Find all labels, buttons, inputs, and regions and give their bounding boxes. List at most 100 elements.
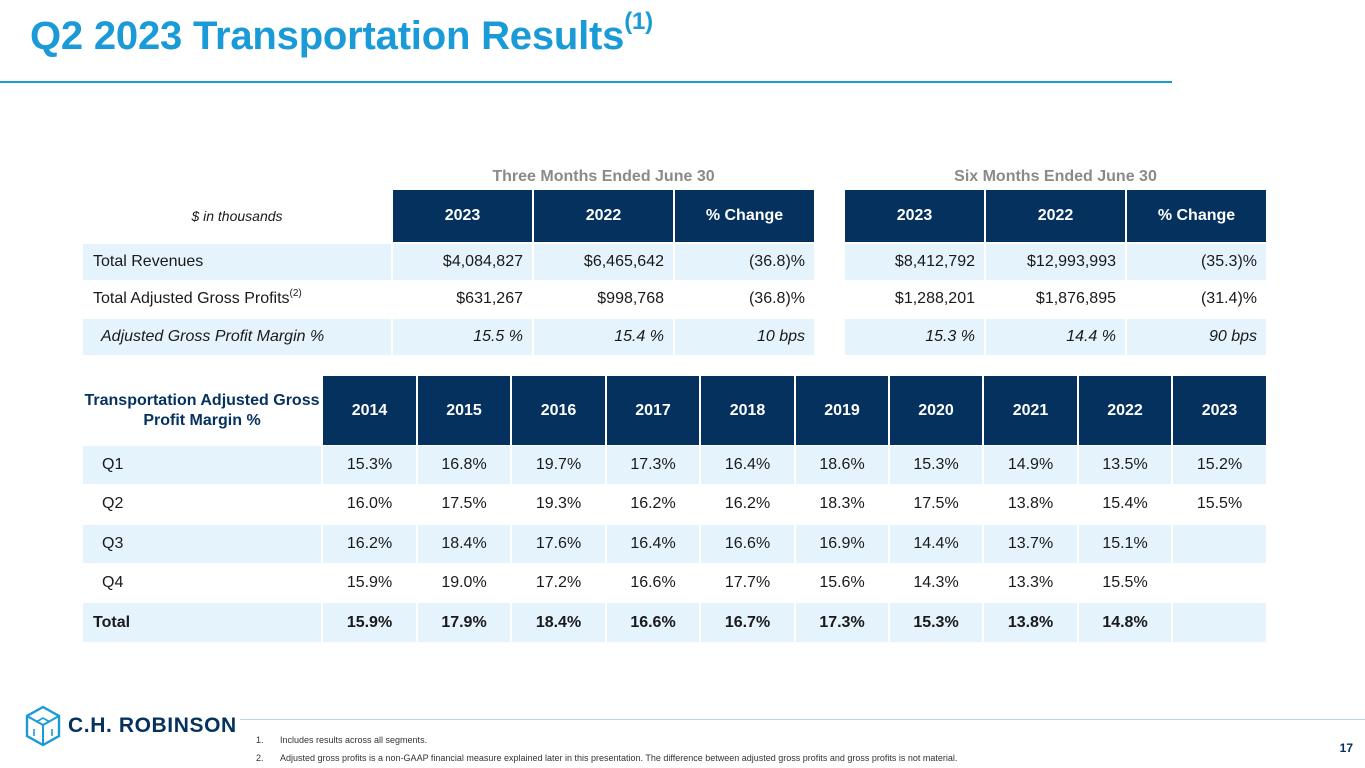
margin-cell: 15.5% [1196, 495, 1243, 512]
summary-cell: 15.5 % [393, 319, 532, 355]
margin-cell: 18.6% [796, 446, 888, 484]
margin-cell: 13.5% [1079, 446, 1171, 484]
summary-cell: $8,412,792 [845, 244, 984, 280]
margin-cell: 18.3% [819, 495, 865, 512]
summary-row-label: Total Revenues [83, 244, 391, 280]
margin-cell: 17.5% [441, 495, 487, 512]
margin-cell: 18.4% [512, 603, 605, 642]
year-header: 2023 [1173, 376, 1266, 445]
margin-cell: 15.6% [819, 574, 865, 591]
margin-cell: 16.9% [796, 525, 888, 563]
logo-wordmark: C.H. ROBINSON [68, 714, 237, 737]
summary-cell: $631,267 [456, 290, 523, 307]
year-header: 2019 [796, 376, 888, 445]
margin-cell: 16.2% [630, 495, 676, 512]
quarter-label: Q4 [102, 574, 124, 591]
quarter-label: Q2 [102, 495, 124, 512]
margin-cell: 15.5% [1102, 574, 1148, 591]
margin-cell: 19.0% [441, 574, 487, 591]
margin-cell: 16.4% [701, 446, 794, 484]
margin-cell: 19.3% [535, 495, 582, 512]
margin-cell: 16.7% [701, 603, 794, 642]
margin-cell: 15.4% [1102, 495, 1148, 512]
margin-cell: 16.0% [346, 495, 393, 512]
margin-cell: 17.7% [724, 574, 771, 591]
summary-row-label-text: Total Revenues [93, 253, 204, 270]
title-footnote-marker: (1) [624, 8, 653, 35]
footer-divider [240, 719, 1365, 720]
summary-col-header: 2022 [986, 190, 1125, 242]
margin-cell: 16.2% [724, 495, 771, 512]
margin-cell: 16.6% [630, 574, 676, 591]
page-title: Q2 2023 Transportation Results(1) [30, 8, 653, 58]
summary-row-label: Total Adjusted Gross Profits (2) [83, 281, 391, 317]
margin-cell: 14.9% [984, 446, 1077, 484]
summary-col-header: % Change [1127, 190, 1266, 242]
unit-label: $ in thousands [191, 208, 283, 224]
title-divider [0, 81, 1172, 83]
summary-row-label: Adjusted Gross Profit Margin % [83, 319, 391, 355]
summary-cell: 10 bps [675, 319, 814, 355]
summary-cell: $1,288,201 [894, 290, 975, 307]
summary-cell: $1,876,895 [1035, 290, 1116, 307]
page-number: 17 [1339, 741, 1353, 755]
margin-cell [1173, 525, 1266, 563]
year-header: 2022 [1079, 376, 1171, 445]
footnote-2: 2. Adjusted gross profits is a non-GAAP f… [256, 753, 958, 763]
margin-cell: 15.9% [346, 574, 393, 591]
year-header: 2014 [323, 376, 416, 445]
period-six-months: Six Months Ended June 30 [954, 168, 1157, 185]
margin-cell: 17.2% [535, 574, 582, 591]
summary-cell: $998,768 [597, 290, 664, 307]
margin-cell: 14.4% [890, 525, 982, 563]
margin-cell: 15.2% [1173, 446, 1266, 484]
margin-cell: 16.6% [701, 525, 794, 563]
summary-col-header: 2023 [845, 190, 984, 242]
margin-cell: 13.3% [1007, 574, 1054, 591]
margin-cell: 19.7% [512, 446, 605, 484]
cube-icon [25, 705, 61, 747]
summary-cell: (36.8)% [748, 290, 805, 307]
margin-cell: 13.8% [984, 603, 1077, 642]
margin-cell: 16.2% [323, 525, 416, 563]
summary-cell: 14.4 % [986, 319, 1125, 355]
summary-cell: (35.3)% [1127, 244, 1266, 280]
year-header: 2016 [512, 376, 605, 445]
year-header: 2020 [890, 376, 982, 445]
margin-cell: 15.9% [323, 603, 416, 642]
summary-cell: $4,084,827 [393, 244, 532, 280]
margin-row-header: Transportation Adjusted Gross Profit Mar… [84, 391, 320, 429]
company-logo: C.H. ROBINSON [24, 705, 237, 747]
margin-cell: 17.6% [512, 525, 605, 563]
year-header: 2015 [418, 376, 510, 445]
margin-cell: 15.1% [1079, 525, 1171, 563]
summary-col-header: 2023 [393, 190, 532, 242]
margin-cell: 14.8% [1079, 603, 1171, 642]
year-header: 2017 [607, 376, 699, 445]
margin-cell: 17.5% [913, 495, 959, 512]
margin-cell: 17.9% [418, 603, 510, 642]
margin-cell: 15.3% [890, 446, 982, 484]
margin-cell: 16.8% [418, 446, 510, 484]
margin-cell: 16.4% [607, 525, 699, 563]
summary-cell: $12,993,993 [986, 244, 1125, 280]
period-three-months: Three Months Ended June 30 [492, 168, 715, 185]
summary-cell: 15.4 % [534, 319, 673, 355]
footnote-marker: (2) [289, 287, 302, 299]
quarter-label: Total [83, 603, 321, 642]
margin-cell: 13.7% [984, 525, 1077, 563]
margin-cell: 13.8% [1007, 495, 1054, 512]
margin-cell [1173, 564, 1266, 602]
quarter-label: Q1 [83, 446, 321, 484]
summary-cell: 15.3 % [845, 319, 984, 355]
summary-col-header: 2022 [534, 190, 673, 242]
summary-cell: (36.8)% [675, 244, 814, 280]
quarter-label: Q3 [83, 525, 321, 563]
summary-row-label-text: Adjusted Gross Profit Margin % [101, 328, 325, 345]
margin-cell: 14.3% [913, 574, 959, 591]
footnote-1: 1. Includes results across all segments. [256, 735, 428, 745]
margin-cell: 17.3% [796, 603, 888, 642]
margin-cell [1173, 603, 1266, 642]
summary-cell: (31.4)% [1200, 290, 1257, 307]
summary-col-header: % Change [675, 190, 814, 242]
